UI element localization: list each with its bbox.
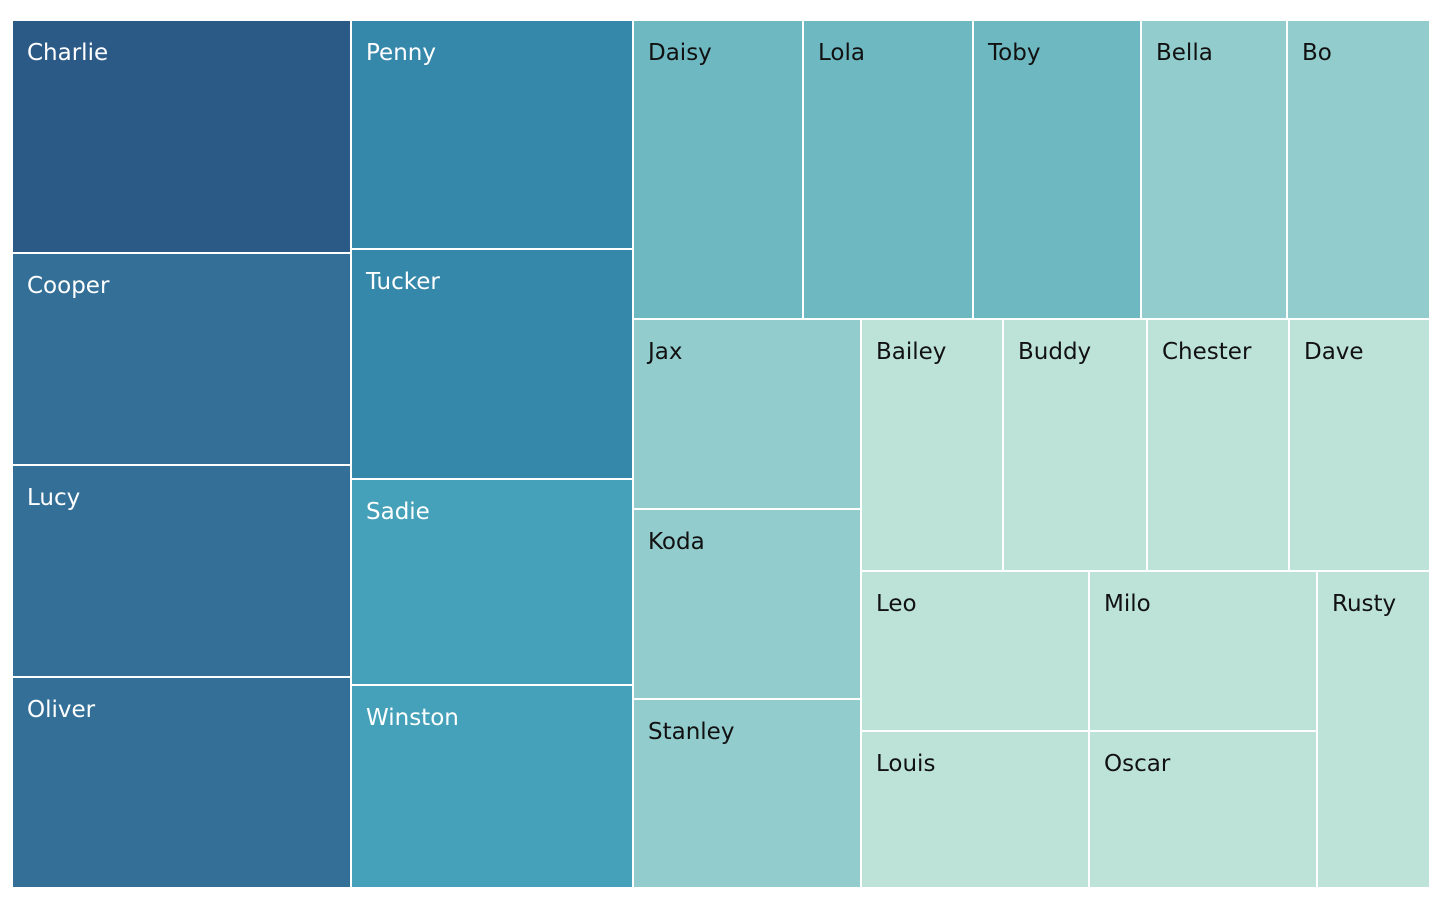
treemap-label-cooper: Cooper <box>27 273 110 299</box>
treemap-rect-jax[interactable] <box>632 318 862 510</box>
treemap-label-buddy: Buddy <box>1018 339 1091 365</box>
treemap-tile-daisy[interactable]: Daisy <box>632 19 804 320</box>
treemap-rect-charlie[interactable] <box>11 19 352 254</box>
treemap-label-rusty: Rusty <box>1332 591 1396 617</box>
treemap-rect-daisy[interactable] <box>632 19 804 320</box>
treemap-rect-bella[interactable] <box>1140 19 1288 320</box>
treemap-rect-chester[interactable] <box>1146 318 1290 572</box>
treemap-label-bella: Bella <box>1156 40 1213 66</box>
treemap-rect-leo[interactable] <box>860 570 1090 732</box>
treemap-tile-louis[interactable]: Louis <box>860 730 1090 889</box>
treemap-label-bo: Bo <box>1302 40 1332 66</box>
treemap-label-daisy: Daisy <box>648 40 712 66</box>
treemap-label-jax: Jax <box>646 339 683 365</box>
treemap-tile-milo[interactable]: Milo <box>1088 570 1318 732</box>
treemap-label-louis: Louis <box>876 751 935 777</box>
treemap-tile-winston[interactable]: Winston <box>350 684 634 889</box>
treemap-tile-buddy[interactable]: Buddy <box>1002 318 1148 572</box>
treemap-label-winston: Winston <box>366 705 459 731</box>
treemap-tile-bailey[interactable]: Bailey <box>860 318 1004 572</box>
treemap-rect-cooper[interactable] <box>11 252 352 466</box>
treemap-rect-milo[interactable] <box>1088 570 1318 732</box>
treemap-rect-koda[interactable] <box>632 508 862 700</box>
treemap-rect-rusty[interactable] <box>1316 570 1431 889</box>
treemap-label-leo: Leo <box>876 591 917 617</box>
treemap-label-charlie: Charlie <box>27 40 108 66</box>
treemap-rect-winston[interactable] <box>350 684 634 889</box>
treemap-tile-chester[interactable]: Chester <box>1146 318 1290 572</box>
treemap-rect-oliver[interactable] <box>11 676 352 889</box>
treemap-rect-stanley[interactable] <box>632 698 862 889</box>
treemap-tile-bo[interactable]: Bo <box>1286 19 1431 320</box>
treemap-tile-koda[interactable]: Koda <box>632 508 862 700</box>
treemap-tile-stanley[interactable]: Stanley <box>632 698 862 889</box>
treemap-tile-lola[interactable]: Lola <box>802 19 974 320</box>
treemap-label-oliver: Oliver <box>27 697 96 723</box>
treemap-rect-lola[interactable] <box>802 19 974 320</box>
treemap-tile-oliver[interactable]: Oliver <box>11 676 352 889</box>
treemap-label-chester: Chester <box>1162 339 1252 365</box>
treemap-tile-bella[interactable]: Bella <box>1140 19 1288 320</box>
treemap-rect-buddy[interactable] <box>1002 318 1148 572</box>
treemap-tile-sadie[interactable]: Sadie <box>350 478 634 686</box>
treemap-tile-oscar[interactable]: Oscar <box>1088 730 1318 889</box>
treemap-tile-jax[interactable]: Jax <box>632 318 862 510</box>
treemap-tile-toby[interactable]: Toby <box>972 19 1142 320</box>
treemap-label-lola: Lola <box>818 40 865 66</box>
treemap-tile-lucy[interactable]: Lucy <box>11 464 352 678</box>
treemap-label-toby: Toby <box>987 40 1040 66</box>
treemap-label-dave: Dave <box>1304 339 1364 365</box>
treemap-tile-dave[interactable]: Dave <box>1288 318 1431 572</box>
treemap-tile-leo[interactable]: Leo <box>860 570 1090 732</box>
treemap-label-tucker: Tucker <box>365 269 440 295</box>
treemap-tile-cooper[interactable]: Cooper <box>11 252 352 466</box>
treemap-rect-louis[interactable] <box>860 730 1090 889</box>
treemap-label-sadie: Sadie <box>366 499 430 525</box>
treemap-rect-lucy[interactable] <box>11 464 352 678</box>
treemap-rect-bo[interactable] <box>1286 19 1431 320</box>
treemap-rect-oscar[interactable] <box>1088 730 1318 889</box>
treemap-label-koda: Koda <box>648 529 705 555</box>
treemap-label-bailey: Bailey <box>876 339 946 365</box>
treemap-tile-penny[interactable]: Penny <box>350 19 634 250</box>
treemap-rect-bailey[interactable] <box>860 318 1004 572</box>
treemap-tile-rusty[interactable]: Rusty <box>1316 570 1431 889</box>
treemap-rect-dave[interactable] <box>1288 318 1431 572</box>
treemap-label-oscar: Oscar <box>1104 751 1171 777</box>
treemap-label-penny: Penny <box>366 40 436 66</box>
treemap-tile-tucker[interactable]: Tucker <box>350 248 634 480</box>
treemap-tile-charlie[interactable]: Charlie <box>11 19 352 254</box>
treemap-label-lucy: Lucy <box>27 485 80 511</box>
treemap-rect-sadie[interactable] <box>350 478 634 686</box>
treemap-label-milo: Milo <box>1104 591 1151 617</box>
treemap-label-stanley: Stanley <box>648 719 734 745</box>
